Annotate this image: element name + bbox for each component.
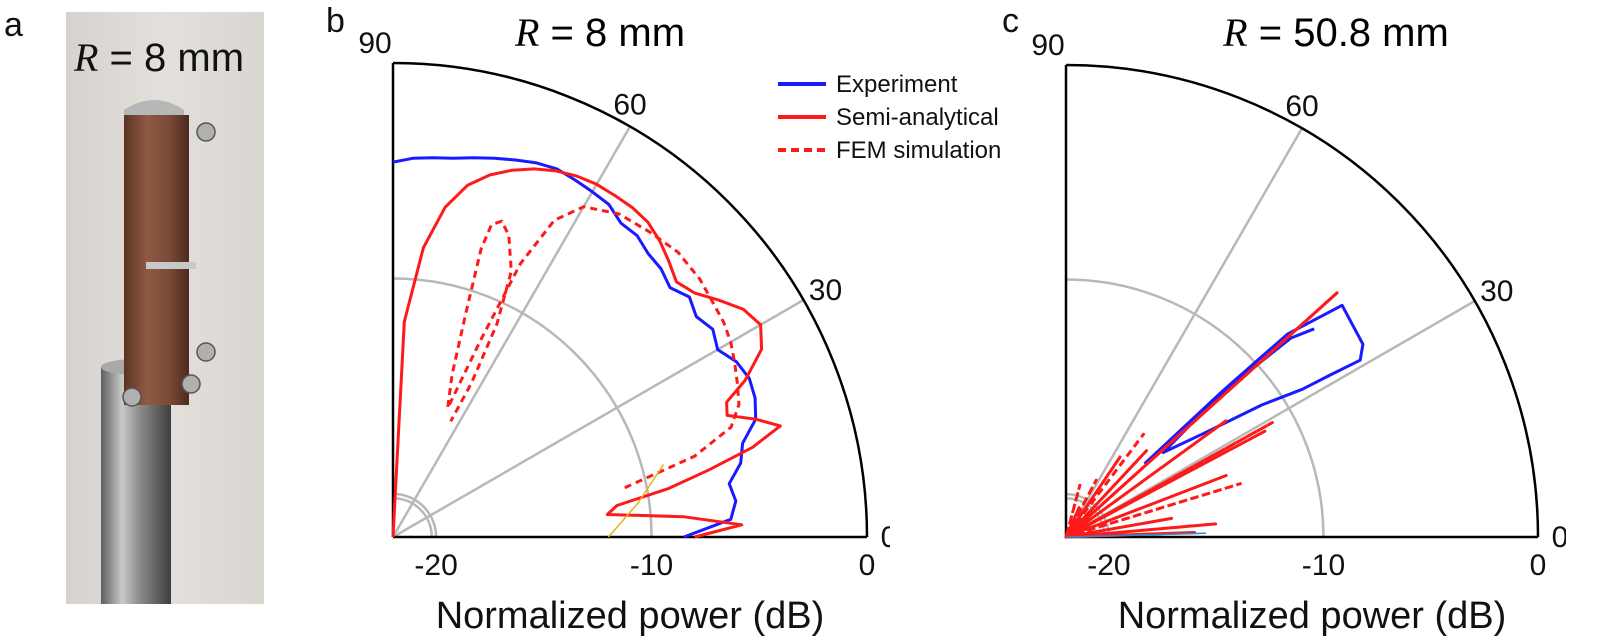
chart-c-angle-label-30: 30 [1480,275,1513,308]
chart-b-angle-label-30: 30 [809,274,842,307]
chart-b-radial-grid-1 [392,277,653,538]
legend-label-2: FEM simulation [836,137,1001,164]
chart-b-radial-grid-inner [392,496,434,538]
polar-chart-b: R = 8 mm 0 30 60 90 -20 -10 0 Normalized power … [358,10,890,637]
photo-label: R = 8 mm [74,34,244,81]
panel-letter-c: c [1002,2,1019,40]
chart-b-title: R = 8 mm [514,10,685,55]
chart-b-title-var: R [514,10,539,55]
chart-b-angle-label-90: 90 [358,27,391,60]
chart-c-title: R = 50.8 mm [1222,10,1449,55]
chart-c-angle-label-60: 60 [1285,90,1318,123]
chart-c-angle-grid-60 [1064,127,1304,538]
chart-c-outer-arc [1065,63,1540,538]
photo-label-var: R [74,35,99,80]
chart-c-series-semi-analytical [1064,291,1339,539]
polar-chart-c: R = 50.8 mm 0 30 60 90 -20 -10 0 Normalized pow… [1031,10,1566,637]
chart-c-radial-tick-0: -20 [1087,549,1130,582]
chart-b-series-minor-trace [607,464,665,538]
chart-b-radial-grid-0 [392,492,438,538]
legend-label-1: Semi-analytical [836,104,999,131]
chart-b-radial-tick-2: 0 [859,549,876,582]
chart-b-angle-label-60: 60 [613,89,646,122]
chart-c-series-fem-simulation [1064,291,1339,539]
chart-b-title-rest: = 8 mm [539,11,685,55]
probe-illustration [101,100,216,604]
chart-b-radial-tick-0: -20 [414,549,457,582]
chart-c-title-rest: = 50.8 mm [1248,11,1449,55]
chart-b-angle-grid-60 [391,125,632,538]
chart-c-radial-tick-2: 0 [1530,549,1547,582]
chart-b-outer-arc [392,61,869,538]
photo-panel [66,12,264,604]
chart-c-angle-label-0: 0 [1552,521,1566,554]
chart-c-radial-tick-1: -10 [1302,549,1345,582]
chart-b-angle-grid-30 [392,298,805,539]
chart-b-radial-tick-1: -10 [630,549,673,582]
chart-b-series-semi-analytical [391,167,782,539]
chart-c-radial-grid-1 [1065,278,1325,538]
chart-b-angle-label-0: 0 [881,521,890,554]
chart-b-series-fem-simulation [446,205,741,490]
chart-b-series-experiment [392,156,758,539]
chart-c-xlabel: Normalized power (dB) [1118,595,1507,637]
chart-b-xlabel: Normalized power (dB) [436,595,825,637]
legend: Experiment Semi-analytical FEM simulation [778,71,1001,164]
panel-letter-a: a [4,6,23,44]
chart-c-title-var: R [1222,10,1247,55]
photo-label-rest: = 8 mm [98,36,245,80]
chart-c-series-minor-trace [1065,532,1207,538]
chart-c-angle-label-90: 90 [1031,29,1064,62]
legend-label-0: Experiment [836,71,958,98]
panel-letter-b: b [326,2,345,40]
